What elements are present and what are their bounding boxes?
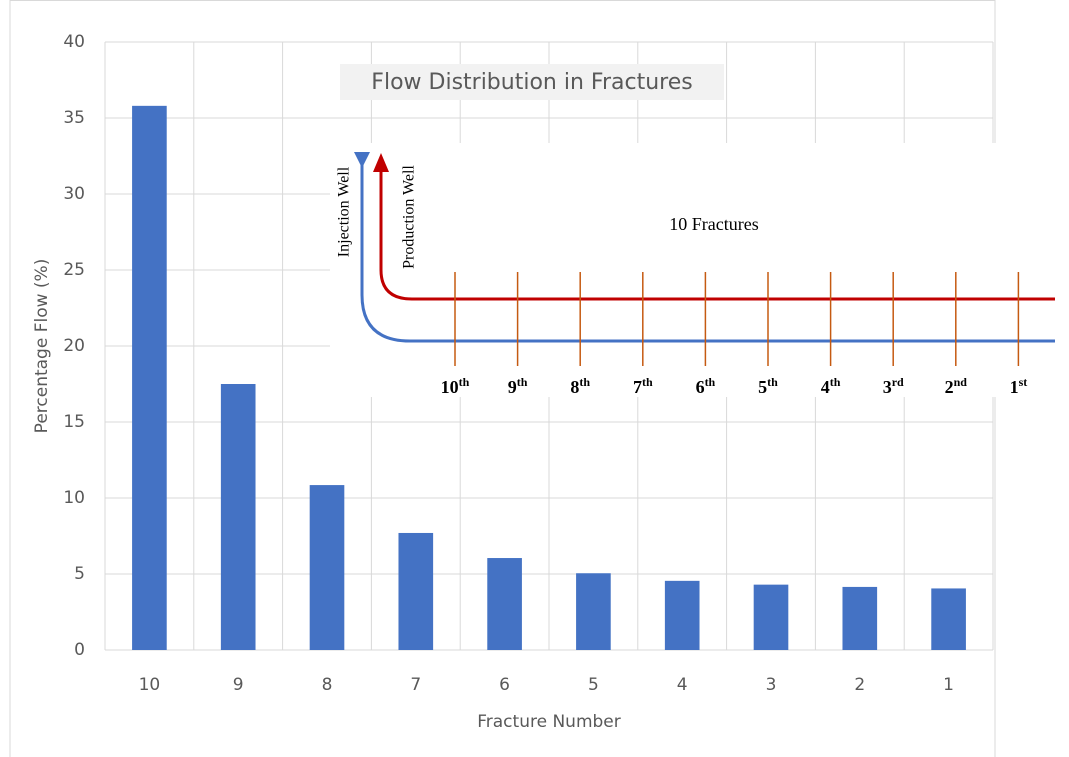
fracture-number: 4 [821, 377, 830, 397]
y-tick-label: 35 [63, 108, 85, 128]
chart-title: Flow Distribution in Fractures [371, 70, 692, 95]
x-axis-title: Fracture Number [477, 712, 621, 732]
fracture-number: 10 [441, 377, 459, 397]
bar [931, 588, 966, 650]
x-tick-label: 2 [854, 675, 865, 695]
x-tick-label: 9 [233, 675, 244, 695]
fracture-number: 2 [945, 377, 954, 397]
fracture-number: 6 [696, 377, 705, 397]
chart: 051015202530354010987654321 Flow Distrib… [0, 0, 1069, 757]
fracture-suffix: th [767, 375, 778, 389]
y-tick-label: 5 [74, 564, 85, 584]
fracture-number: 1 [1010, 377, 1019, 397]
bar [754, 585, 789, 650]
fracture-number: 3 [883, 377, 892, 397]
y-tick-label: 0 [74, 640, 85, 660]
production-label: Production Well [401, 165, 418, 269]
x-tick-label: 1 [943, 675, 954, 695]
fracture-suffix: st [1019, 375, 1028, 389]
y-axis-title: Percentage Flow (%) [32, 259, 52, 434]
y-tick-label: 30 [63, 184, 85, 204]
y-tick-label: 25 [63, 260, 85, 280]
fracture-suffix: th [705, 375, 716, 389]
inset-background [330, 143, 1062, 397]
x-tick-label: 3 [766, 675, 777, 695]
bar [842, 587, 877, 650]
y-tick-label: 20 [63, 336, 85, 356]
fracture-number: 7 [633, 377, 642, 397]
fracture-suffix: rd [892, 375, 904, 389]
inset-diagram: Injection Well Production Well 10 Fractu… [330, 143, 1062, 397]
y-tick-label: 15 [63, 412, 85, 432]
fracture-suffix: nd [954, 375, 968, 389]
y-tick-label: 40 [63, 32, 85, 52]
fracture-suffix: th [517, 375, 528, 389]
fracture-suffix: th [459, 375, 470, 389]
bar [221, 384, 256, 650]
fracture-suffix: th [830, 375, 841, 389]
bar [132, 106, 167, 650]
x-tick-label: 7 [410, 675, 421, 695]
bar [665, 581, 700, 650]
x-tick-label: 5 [588, 675, 599, 695]
x-tick-label: 8 [322, 675, 333, 695]
fracture-suffix: th [642, 375, 653, 389]
y-tick-label: 10 [63, 488, 85, 508]
x-tick-label: 10 [139, 675, 161, 695]
fracture-number: 5 [758, 377, 767, 397]
fracture-suffix: th [579, 375, 590, 389]
inset-label: 10 Fractures [669, 214, 758, 234]
injection-label: Injection Well [336, 166, 353, 257]
bar [398, 533, 433, 650]
fracture-number: 9 [508, 377, 517, 397]
fracture-number: 8 [570, 377, 579, 397]
x-tick-label: 6 [499, 675, 510, 695]
bar [310, 485, 345, 650]
x-tick-label: 4 [677, 675, 688, 695]
bar [576, 573, 611, 650]
bar [487, 558, 522, 650]
